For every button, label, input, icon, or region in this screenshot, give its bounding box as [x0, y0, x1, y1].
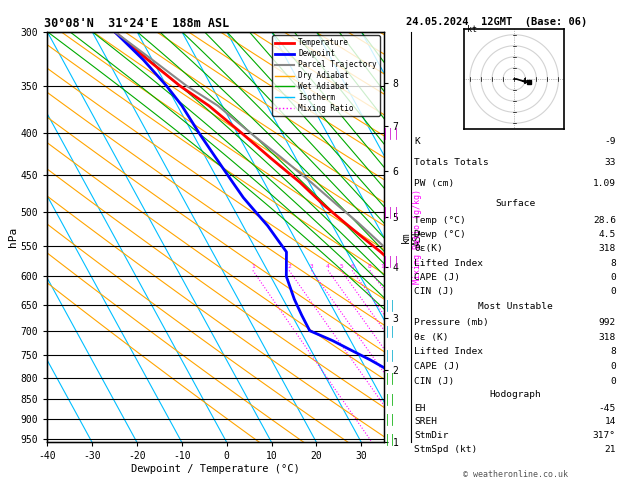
- Text: K: K: [415, 137, 420, 146]
- Text: 28.6: 28.6: [593, 216, 616, 225]
- Text: 318: 318: [599, 244, 616, 253]
- Text: ▕▕: ▕▕: [382, 372, 394, 384]
- Text: ▕▕: ▕▕: [382, 414, 394, 425]
- Y-axis label: Mixing Ratio (g/kg): Mixing Ratio (g/kg): [413, 190, 423, 284]
- Text: 33: 33: [604, 158, 616, 167]
- Text: Surface: Surface: [495, 199, 535, 208]
- Text: 8: 8: [610, 347, 616, 356]
- Text: 4: 4: [326, 264, 330, 269]
- Text: CIN (J): CIN (J): [415, 377, 455, 386]
- Text: 2: 2: [287, 264, 291, 269]
- Text: Temp (°C): Temp (°C): [415, 216, 466, 225]
- Text: 992: 992: [599, 318, 616, 327]
- Text: Lifted Index: Lifted Index: [415, 347, 484, 356]
- Y-axis label: hPa: hPa: [8, 227, 18, 247]
- Text: kt: kt: [467, 25, 477, 35]
- Text: SREH: SREH: [415, 417, 437, 427]
- Text: ▕▕▕: ▕▕▕: [379, 127, 397, 139]
- Text: -45: -45: [599, 403, 616, 413]
- Text: CIN (J): CIN (J): [415, 287, 455, 296]
- Text: Lifted Index: Lifted Index: [415, 259, 484, 268]
- Text: © weatheronline.co.uk: © weatheronline.co.uk: [463, 469, 567, 479]
- Text: CAPE (J): CAPE (J): [415, 273, 460, 282]
- Text: 21: 21: [604, 445, 616, 454]
- Text: ▕▕▕: ▕▕▕: [379, 206, 397, 218]
- Text: 8: 8: [368, 264, 372, 269]
- Text: ▕▕: ▕▕: [382, 349, 394, 361]
- Text: CAPE (J): CAPE (J): [415, 362, 460, 371]
- Text: 4.5: 4.5: [599, 230, 616, 239]
- Text: Pressure (mb): Pressure (mb): [415, 318, 489, 327]
- Text: 3: 3: [309, 264, 313, 269]
- Text: 8: 8: [610, 259, 616, 268]
- Text: StmDir: StmDir: [415, 432, 449, 440]
- Text: 0: 0: [610, 287, 616, 296]
- Text: 30°08'N  31°24'E  188m ASL: 30°08'N 31°24'E 188m ASL: [44, 17, 229, 31]
- Text: 317°: 317°: [593, 432, 616, 440]
- Text: 6: 6: [350, 264, 354, 269]
- Text: 14: 14: [604, 417, 616, 427]
- Text: Dewp (°C): Dewp (°C): [415, 230, 466, 239]
- Legend: Temperature, Dewpoint, Parcel Trajectory, Dry Adiabat, Wet Adiabat, Isotherm, Mi: Temperature, Dewpoint, Parcel Trajectory…: [272, 35, 380, 116]
- Text: ▕▕: ▕▕: [382, 433, 394, 445]
- Text: ▕▕▕: ▕▕▕: [379, 255, 397, 267]
- Text: 24.05.2024  12GMT  (Base: 06): 24.05.2024 12GMT (Base: 06): [406, 17, 587, 27]
- Text: Hodograph: Hodograph: [489, 390, 541, 399]
- Text: PW (cm): PW (cm): [415, 179, 455, 189]
- Text: 1.09: 1.09: [593, 179, 616, 189]
- Text: Totals Totals: Totals Totals: [415, 158, 489, 167]
- Text: θε (K): θε (K): [415, 333, 449, 342]
- Text: ▕▕: ▕▕: [382, 393, 394, 405]
- Text: Most Unstable: Most Unstable: [478, 302, 552, 312]
- Text: -9: -9: [604, 137, 616, 146]
- Text: ▕▕: ▕▕: [382, 298, 394, 311]
- Text: StmSpd (kt): StmSpd (kt): [415, 445, 477, 454]
- Text: 5: 5: [339, 264, 343, 269]
- Text: 0: 0: [610, 273, 616, 282]
- Text: 0: 0: [610, 377, 616, 386]
- Text: 0: 0: [610, 362, 616, 371]
- Text: 318: 318: [599, 333, 616, 342]
- Text: EH: EH: [415, 403, 426, 413]
- Text: 10: 10: [380, 264, 387, 269]
- X-axis label: Dewpoint / Temperature (°C): Dewpoint / Temperature (°C): [131, 464, 300, 474]
- Text: θε(K): θε(K): [415, 244, 443, 253]
- Y-axis label: km
ASL: km ASL: [401, 228, 423, 246]
- Text: ▕▕: ▕▕: [382, 325, 394, 337]
- Text: 1: 1: [251, 264, 255, 269]
